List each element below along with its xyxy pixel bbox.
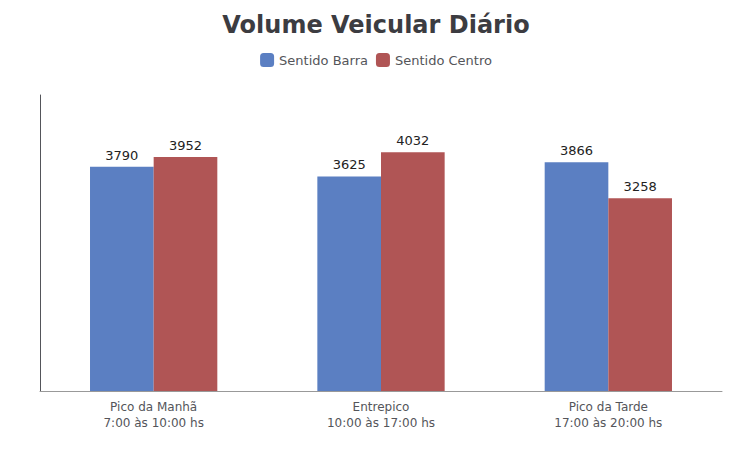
svg-text:4032: 4032 — [396, 133, 429, 148]
svg-text:3258: 3258 — [624, 179, 657, 194]
svg-text:Pico da Manhã: Pico da Manhã — [110, 400, 197, 414]
svg-text:3952: 3952 — [169, 138, 202, 153]
svg-text:Sentido Barra: Sentido Barra — [279, 53, 368, 68]
svg-text:Entrepico: Entrepico — [353, 400, 410, 414]
svg-text:7:00 às 10:00 hs: 7:00 às 10:00 hs — [103, 416, 203, 430]
svg-text:3790: 3790 — [105, 148, 138, 163]
svg-text:10:00 às 17:00 hs: 10:00 às 17:00 hs — [327, 416, 435, 430]
svg-text:Sentido Centro: Sentido Centro — [395, 53, 492, 68]
svg-text:Pico da Tarde: Pico da Tarde — [569, 400, 648, 414]
svg-text:3625: 3625 — [333, 157, 366, 172]
svg-text:Volume Veicular Diário: Volume Veicular Diário — [222, 11, 529, 39]
svg-text:3866: 3866 — [560, 143, 593, 158]
svg-text:17:00 às 20:00 hs: 17:00 às 20:00 hs — [554, 416, 662, 430]
